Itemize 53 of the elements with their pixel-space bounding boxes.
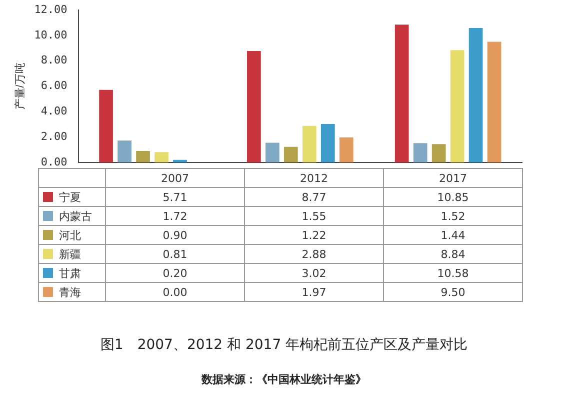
data-label: 2.88 — [244, 244, 384, 264]
y-tick-label: 10.00 — [34, 28, 68, 42]
bar — [320, 124, 335, 162]
data-label: 5.71 — [106, 188, 244, 206]
y-tick-label: 12.00 — [34, 2, 68, 16]
bar — [339, 137, 354, 162]
data-label: 0.00 — [106, 282, 244, 302]
legend-label: 青海 — [38, 282, 106, 302]
data-label: 1.72 — [106, 206, 244, 226]
data-label: 8.77 — [244, 188, 384, 206]
y-tick-label: 8.00 — [40, 54, 68, 67]
bar — [99, 90, 113, 162]
bar — [468, 28, 483, 162]
data-label: 1.97 — [244, 282, 384, 302]
data-label: 1.55 — [244, 206, 384, 226]
legend-label: 甘肃 — [38, 264, 106, 282]
data-label: 1.52 — [384, 206, 522, 226]
x-tick-label: 2012 — [244, 168, 384, 188]
bar — [394, 24, 409, 162]
y-tick-label: 6.00 — [40, 79, 68, 92]
text: 图1 2007、2012 和 2017 年枸杞前五位产区及产量对比 — [99, 336, 469, 354]
bar — [154, 152, 168, 162]
y-axis-title: 产量/万吨 — [14, 62, 27, 110]
data-label: 9.50 — [384, 282, 522, 302]
bar — [136, 150, 150, 162]
bar — [284, 146, 298, 162]
data-label: 1.44 — [384, 226, 522, 244]
bar — [413, 143, 428, 162]
bar — [118, 140, 132, 162]
data-label: 0.20 — [106, 264, 244, 282]
x-tick-label: 2017 — [384, 168, 522, 188]
data-label: 10.58 — [384, 264, 522, 282]
data-label: 8.84 — [384, 244, 522, 264]
data-label: 0.81 — [106, 244, 244, 264]
data-label: 3.02 — [244, 264, 384, 282]
bar — [302, 126, 316, 162]
legend-label: 河北 — [38, 226, 106, 244]
source-note: 数据来源：《中国林业统计年鉴》 — [200, 372, 368, 387]
data-label: 1.22 — [244, 226, 384, 244]
legend-label: 宁夏 — [38, 188, 106, 206]
bar — [487, 42, 502, 162]
bar — [450, 50, 464, 162]
legend-label: 新疆 — [38, 244, 106, 264]
y-tick-label: 2.00 — [40, 130, 68, 143]
y-tick-label: 4.00 — [40, 104, 68, 118]
legend-label: 内蒙古 — [38, 206, 106, 226]
data-label: 0.90 — [106, 226, 244, 244]
bar — [247, 51, 261, 162]
y-tick-label: 0.00 — [40, 155, 68, 168]
bar — [432, 144, 446, 162]
bar — [265, 142, 280, 162]
x-tick-label: 2007 — [106, 168, 244, 188]
data-label: 10.85 — [384, 188, 522, 206]
